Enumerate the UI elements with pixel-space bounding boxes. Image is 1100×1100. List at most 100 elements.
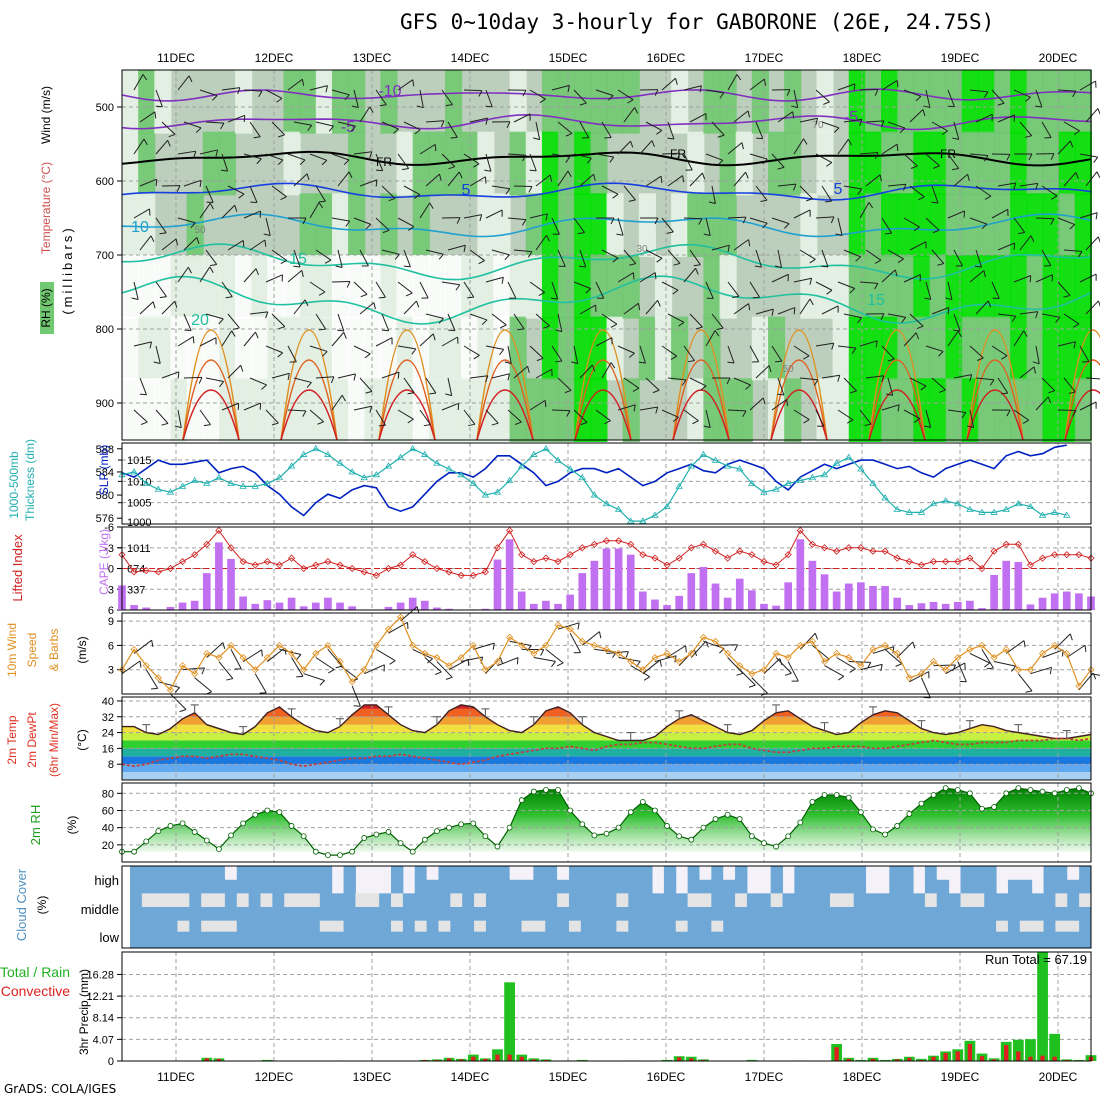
cloud-cell <box>379 920 392 949</box>
slp-line <box>121 444 1067 517</box>
wind-barb <box>403 185 421 199</box>
wind-barb <box>249 121 261 139</box>
wind-barb <box>227 185 245 199</box>
cape-bar <box>433 607 441 610</box>
temperature-band <box>122 772 1091 780</box>
thickness-marker <box>590 491 599 498</box>
precip-convective-bar <box>979 1056 985 1061</box>
wind-barb <box>1035 396 1052 411</box>
cloud-cell <box>1031 931 1045 949</box>
wind-barb <box>909 241 927 251</box>
rh-marker <box>833 792 840 798</box>
rh-cell <box>945 316 963 381</box>
lifted-index-marker <box>457 571 465 579</box>
lifted-index-marker <box>687 544 695 552</box>
wind-barb <box>139 111 157 123</box>
precip-convective-bar <box>446 1058 452 1061</box>
cloud-gap <box>367 893 380 907</box>
cape-bar <box>1002 560 1011 610</box>
wind-speed-marker <box>820 658 829 666</box>
cloud-cell <box>521 879 534 894</box>
wind-barb <box>821 374 841 382</box>
wind-barb <box>353 217 372 230</box>
rh-marker <box>312 848 319 855</box>
wind-barb <box>601 313 618 328</box>
temperature-band <box>122 704 1091 709</box>
lifted-index-marker <box>445 568 453 576</box>
wind-barb <box>1013 89 1031 102</box>
top-date-label: 19DEC <box>941 51 980 65</box>
cloud-cell <box>1031 893 1045 922</box>
rh-cell <box>590 316 608 381</box>
lifted-index-marker <box>954 558 962 566</box>
wind-barb <box>397 217 415 231</box>
precip-convective-bar <box>1016 1051 1021 1061</box>
cloud-cell <box>794 920 807 949</box>
cloud-cell <box>272 866 285 894</box>
bottom-date-label: 16DEC <box>647 1070 686 1084</box>
rh-marker <box>615 824 622 831</box>
wind-barb <box>403 249 411 268</box>
rh-cell <box>703 255 721 319</box>
cloud-cell <box>343 893 356 922</box>
cloud-cell <box>426 879 439 894</box>
cape-bar <box>251 603 260 610</box>
lifted-index-marker <box>481 568 489 576</box>
wind-barb <box>969 345 984 361</box>
cloud-cell <box>770 920 784 949</box>
cloud-cell <box>319 866 333 894</box>
cape-bar <box>590 560 599 610</box>
rh-marker <box>1075 785 1082 792</box>
wind-barb <box>293 377 312 388</box>
rh-cell <box>477 193 495 257</box>
bottom-date-label: 12DEC <box>255 1070 294 1084</box>
wind-barb <box>469 117 489 125</box>
rh-cell <box>170 255 188 319</box>
cloud-cell <box>592 920 606 949</box>
rh-cell <box>461 378 479 442</box>
rh-marker <box>870 826 876 833</box>
wind-speed-marker <box>1026 666 1035 674</box>
thickness-marker <box>723 462 732 469</box>
rh-cell <box>331 316 350 381</box>
wind-barb <box>533 121 541 141</box>
wind-barb <box>601 249 619 263</box>
wind-barb <box>1057 341 1076 349</box>
wind-barb <box>777 183 797 191</box>
rh-marker <box>845 794 852 801</box>
thickness-marker <box>481 491 490 498</box>
rh-cell <box>719 193 737 257</box>
cloud-cell <box>841 920 855 949</box>
wind-barb <box>821 305 839 315</box>
lifted-index-marker <box>227 544 235 552</box>
lifted-index-marker <box>166 564 175 573</box>
cloud-cell <box>509 920 523 949</box>
cape-bar <box>287 597 296 610</box>
surface-wind-barb <box>133 639 154 654</box>
cloud-gap <box>201 893 214 907</box>
wind-speed-marker <box>663 649 671 658</box>
wind-barb <box>639 272 657 283</box>
lifted-index-marker <box>554 558 562 566</box>
rh-cell <box>768 316 786 381</box>
warm-contour <box>770 329 828 441</box>
wind-barb <box>1079 80 1097 91</box>
temperature-band <box>122 724 1091 733</box>
wind-barb <box>947 330 962 347</box>
thickness-marker <box>627 517 635 524</box>
wind-barb <box>161 371 180 379</box>
wind-barb <box>287 409 307 417</box>
surface-wind-barb <box>230 649 242 670</box>
cloud-cell <box>533 866 546 894</box>
thickness-marker <box>178 482 187 489</box>
wind-speed-marker <box>711 637 720 645</box>
thickness-marker <box>990 508 998 515</box>
precip-total-bar <box>916 1058 927 1061</box>
wind-speed-marker <box>929 658 938 666</box>
cape-bar <box>893 597 902 610</box>
cloud-frame <box>121 865 1092 949</box>
cloud-cell <box>497 866 511 894</box>
thickness-marker <box>966 505 974 512</box>
wind-barb <box>887 121 906 134</box>
